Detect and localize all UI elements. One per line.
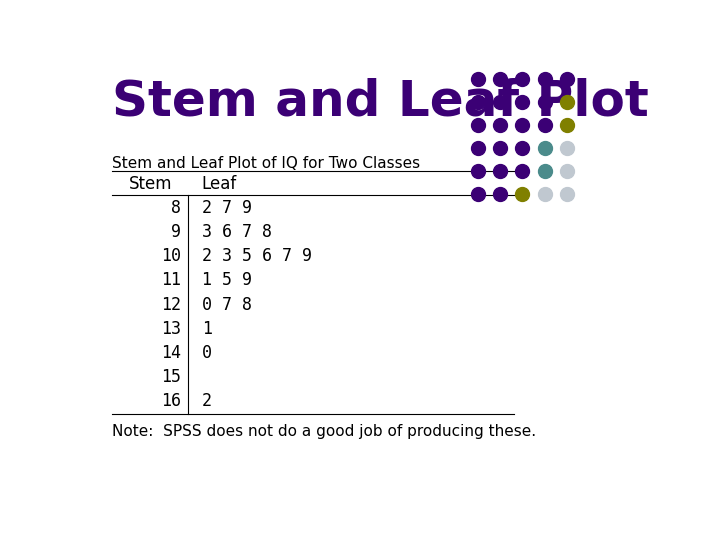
Point <box>562 75 573 84</box>
Point <box>562 166 573 175</box>
Point <box>495 166 506 175</box>
Point <box>472 121 484 130</box>
Point <box>495 75 506 84</box>
Point <box>539 166 551 175</box>
Text: Stem and Leaf Plot: Stem and Leaf Plot <box>112 77 649 125</box>
Text: Stem: Stem <box>129 175 173 193</box>
Point <box>517 75 528 84</box>
Point <box>495 98 506 106</box>
Point <box>562 144 573 152</box>
Text: 14: 14 <box>161 344 181 362</box>
Text: Note:  SPSS does not do a good job of producing these.: Note: SPSS does not do a good job of pro… <box>112 424 536 440</box>
Point <box>495 144 506 152</box>
Point <box>539 144 551 152</box>
Text: 1: 1 <box>202 320 212 338</box>
Text: 0: 0 <box>202 344 212 362</box>
Text: 15: 15 <box>161 368 181 386</box>
Point <box>562 190 573 198</box>
Point <box>562 98 573 106</box>
Text: 3 6 7 8: 3 6 7 8 <box>202 223 271 241</box>
Text: Stem and Leaf Plot of IQ for Two Classes: Stem and Leaf Plot of IQ for Two Classes <box>112 156 420 171</box>
Point <box>517 190 528 198</box>
Text: 12: 12 <box>161 295 181 314</box>
Point <box>517 144 528 152</box>
Text: 11: 11 <box>161 272 181 289</box>
Text: 2 3 5 6 7 9: 2 3 5 6 7 9 <box>202 247 312 265</box>
Point <box>472 98 484 106</box>
Text: Leaf: Leaf <box>202 175 237 193</box>
Point <box>562 121 573 130</box>
Text: 13: 13 <box>161 320 181 338</box>
Point <box>472 75 484 84</box>
Text: 2: 2 <box>202 392 212 410</box>
Point <box>495 190 506 198</box>
Point <box>495 121 506 130</box>
Point <box>472 144 484 152</box>
Point <box>517 121 528 130</box>
Point <box>517 98 528 106</box>
Text: 0 7 8: 0 7 8 <box>202 295 251 314</box>
Text: 1 5 9: 1 5 9 <box>202 272 251 289</box>
Point <box>517 166 528 175</box>
Point <box>539 121 551 130</box>
Text: 8: 8 <box>171 199 181 217</box>
Text: 9: 9 <box>171 223 181 241</box>
Point <box>539 75 551 84</box>
Text: 16: 16 <box>161 392 181 410</box>
Text: 2 7 9: 2 7 9 <box>202 199 251 217</box>
Point <box>472 166 484 175</box>
Point <box>539 98 551 106</box>
Point <box>472 190 484 198</box>
Point <box>539 190 551 198</box>
Text: 10: 10 <box>161 247 181 265</box>
